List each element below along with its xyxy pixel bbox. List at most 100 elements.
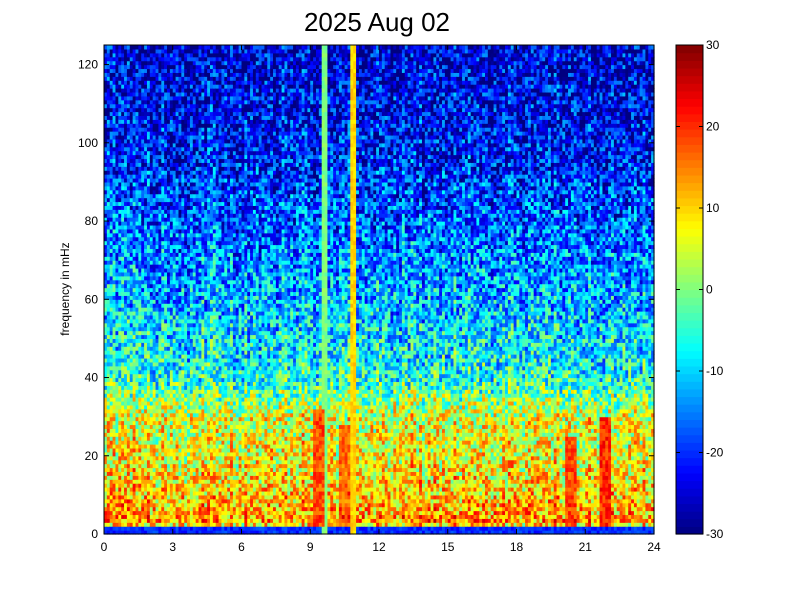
heatmap-cell xyxy=(155,506,160,512)
heatmap-cell xyxy=(132,361,137,367)
heatmap-cell xyxy=(149,404,154,410)
heatmap-cell xyxy=(146,416,151,422)
heatmap-cell xyxy=(149,369,154,375)
heatmap-cell xyxy=(172,95,177,101)
heatmap-cell xyxy=(141,134,145,140)
heatmap-cell xyxy=(164,256,168,261)
heatmap-cell xyxy=(124,381,128,386)
heatmap-cell xyxy=(149,514,154,519)
heatmap-cell xyxy=(135,275,139,281)
heatmap-cell xyxy=(158,502,162,508)
heatmap-cell xyxy=(135,424,139,429)
heatmap-cell xyxy=(109,162,114,167)
heatmap-cell xyxy=(126,107,131,113)
heatmap-cell xyxy=(115,56,119,62)
heatmap-cell xyxy=(115,361,119,367)
heatmap-cell xyxy=(132,432,137,437)
heatmap-cell xyxy=(138,412,142,418)
heatmap-cell xyxy=(152,502,157,508)
heatmap-cell xyxy=(106,299,111,304)
heatmap-cell xyxy=(172,287,177,293)
heatmap-cell xyxy=(135,451,139,457)
heatmap-cell xyxy=(112,52,117,58)
heatmap-cell xyxy=(178,330,182,336)
heatmap-cell xyxy=(155,342,160,347)
heatmap-cell xyxy=(169,420,174,426)
heatmap-cell xyxy=(167,193,171,199)
heatmap-cell xyxy=(149,373,154,379)
heatmap-cell xyxy=(126,361,131,367)
heatmap-cell xyxy=(169,467,174,473)
heatmap-cell xyxy=(175,487,180,492)
heatmap-cell xyxy=(138,471,142,476)
heatmap-cell xyxy=(169,162,174,167)
heatmap-cell xyxy=(104,162,108,167)
heatmap-cell xyxy=(129,498,134,504)
heatmap-cell xyxy=(158,193,162,199)
heatmap-cell xyxy=(175,252,180,257)
heatmap-cell xyxy=(106,158,111,163)
heatmap-cell xyxy=(135,342,139,347)
heatmap-cell xyxy=(109,88,114,93)
heatmap-cell xyxy=(104,357,108,363)
heatmap-cell xyxy=(118,158,122,163)
heatmap-cell xyxy=(172,217,177,222)
heatmap-cell xyxy=(181,490,185,496)
heatmap-cell xyxy=(118,60,122,66)
heatmap-cell xyxy=(167,260,171,265)
heatmap-cell xyxy=(178,142,182,148)
heatmap-cell xyxy=(112,330,117,336)
heatmap-cell xyxy=(129,381,134,386)
heatmap-cell xyxy=(172,400,177,406)
heatmap-cell xyxy=(118,279,122,285)
heatmap-cell xyxy=(121,346,125,351)
heatmap-cell xyxy=(135,252,139,257)
heatmap-cell xyxy=(175,119,180,124)
heatmap-cell xyxy=(104,510,108,516)
heatmap-cell xyxy=(152,377,157,383)
heatmap-cell xyxy=(126,174,131,179)
heatmap-cell xyxy=(135,400,139,406)
heatmap-cell xyxy=(164,181,168,187)
heatmap-cell xyxy=(141,181,145,187)
heatmap-cell xyxy=(121,213,125,218)
heatmap-cell xyxy=(184,232,188,238)
heatmap-cell xyxy=(164,123,168,128)
heatmap-cell xyxy=(121,138,125,144)
heatmap-cell xyxy=(129,224,134,230)
heatmap-cell xyxy=(141,377,145,383)
heatmap-cell xyxy=(124,252,128,257)
heatmap-cell xyxy=(149,267,154,273)
heatmap-cell xyxy=(121,107,125,113)
heatmap-cell xyxy=(149,56,154,62)
heatmap-cell xyxy=(124,432,128,437)
heatmap-cell xyxy=(106,397,111,402)
heatmap-cell xyxy=(132,170,137,175)
heatmap-cell xyxy=(112,72,117,77)
heatmap-cell xyxy=(115,107,119,113)
heatmap-cell xyxy=(138,303,142,308)
heatmap-cell xyxy=(144,267,148,273)
heatmap-cell xyxy=(175,174,180,179)
heatmap-cell xyxy=(141,287,145,293)
heatmap-cell xyxy=(115,314,119,320)
heatmap-cell xyxy=(167,201,171,206)
heatmap-cell xyxy=(109,440,114,445)
heatmap-cell xyxy=(184,444,188,449)
heatmap-cell xyxy=(104,68,108,73)
heatmap-cell xyxy=(169,283,174,289)
heatmap-cell xyxy=(178,311,182,316)
heatmap-cell xyxy=(184,138,188,144)
heatmap-cell xyxy=(124,377,128,383)
heatmap-cell xyxy=(141,267,145,273)
heatmap-cell xyxy=(172,150,177,156)
heatmap-cell xyxy=(155,193,160,199)
heatmap-cell xyxy=(158,440,162,445)
heatmap-cell xyxy=(161,80,165,85)
heatmap-cell xyxy=(149,455,154,461)
heatmap-cell xyxy=(141,248,145,253)
heatmap-cell xyxy=(152,115,157,120)
heatmap-cell xyxy=(158,432,162,437)
heatmap-cell xyxy=(118,463,122,469)
heatmap-cell xyxy=(178,393,182,398)
